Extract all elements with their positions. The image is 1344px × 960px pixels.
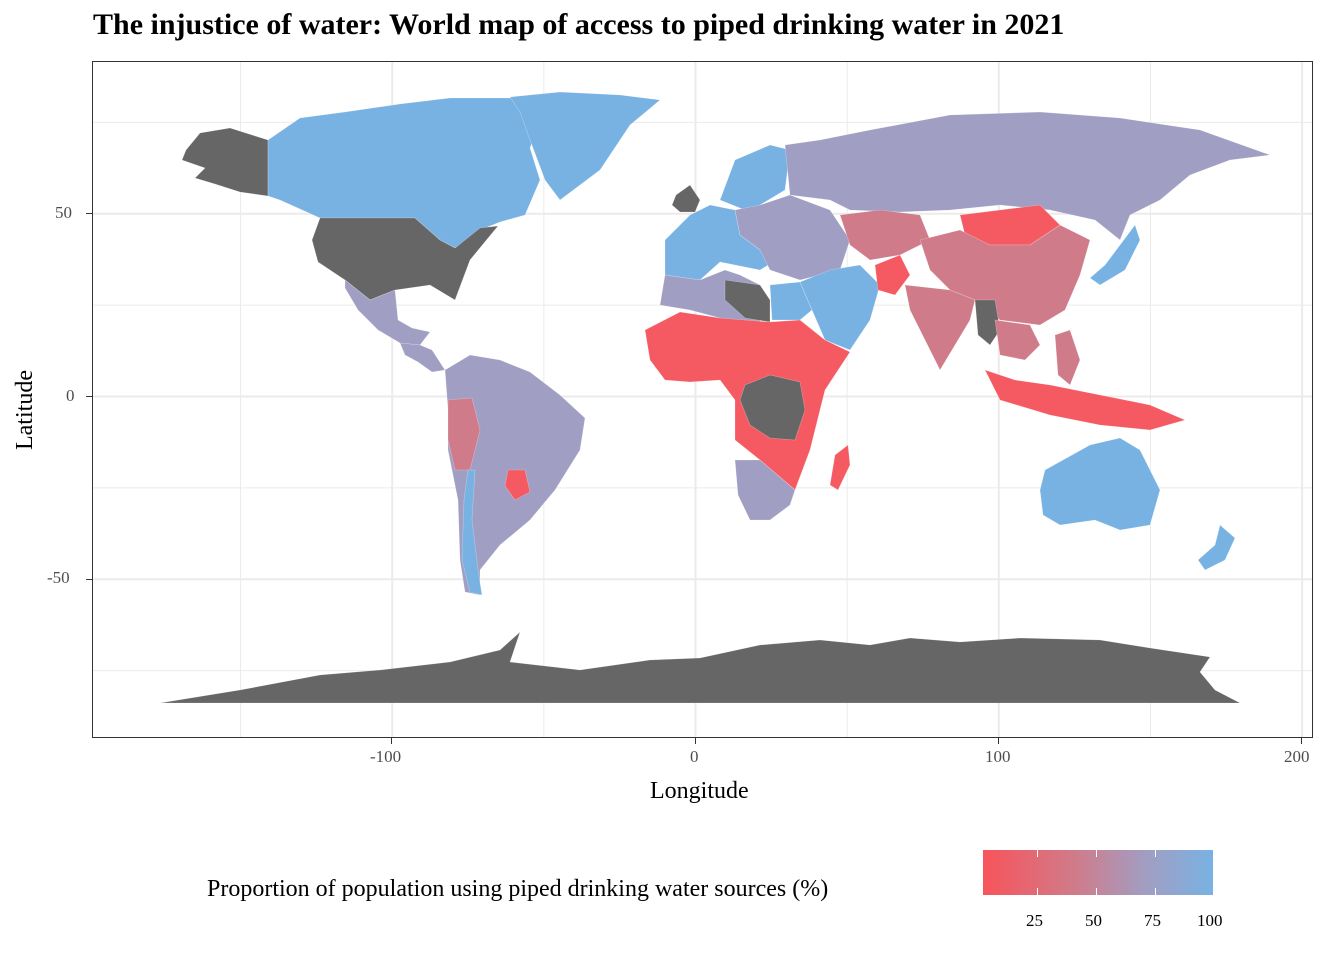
- region-new-zealand: [1197, 524, 1236, 571]
- legend-tick: [1037, 888, 1038, 895]
- x-tick-label-100: 100: [985, 747, 1011, 766]
- legend-colorbar: [983, 850, 1213, 895]
- region-dr-congo: [739, 374, 806, 441]
- world-map: [93, 62, 1312, 737]
- y-tick-label-0: 0: [66, 386, 75, 405]
- legend-tick: [1037, 850, 1038, 857]
- region-indonesia: [984, 369, 1186, 431]
- region-kazakhstan: [839, 209, 931, 261]
- region-chile: [461, 469, 483, 596]
- legend-tick: [1155, 850, 1156, 857]
- region-united-states: [311, 217, 499, 301]
- region-united-kingdom: [671, 184, 701, 213]
- x-tick-mark: [391, 738, 392, 744]
- region-australia: [1039, 437, 1161, 531]
- legend-label-100: 100: [1197, 911, 1223, 930]
- legend-tick: [1096, 850, 1097, 857]
- y-tick-label-neg50: -50: [47, 568, 70, 587]
- region-madagascar: [829, 444, 851, 491]
- region-paraguay: [504, 469, 531, 501]
- x-tick-mark: [1301, 738, 1302, 744]
- region-southern-africa: [734, 459, 796, 521]
- region-japan: [1089, 224, 1141, 286]
- legend-label-50: 50: [1085, 911, 1102, 930]
- y-tick-mark: [86, 396, 92, 397]
- region-arabian-peninsula: [799, 264, 881, 351]
- region-egypt: [769, 281, 813, 321]
- region-southeast-asia: [994, 319, 1041, 361]
- region-india: [904, 284, 976, 371]
- y-tick-mark: [86, 579, 92, 580]
- legend-tick: [1096, 888, 1097, 895]
- x-tick-label-neg100: -100: [370, 747, 402, 766]
- region-myanmar: [974, 299, 1001, 346]
- map-panel: [92, 61, 1313, 738]
- y-tick-mark: [86, 213, 92, 214]
- legend-tick: [1213, 850, 1214, 857]
- legend-tick: [1155, 888, 1156, 895]
- region-greenland: [509, 91, 661, 201]
- y-tick-label-50: 50: [55, 203, 72, 222]
- x-tick-label-200: 200: [1284, 747, 1310, 766]
- region-mexico: [344, 279, 431, 346]
- region-afghanistan: [874, 254, 911, 296]
- land-layer: [159, 91, 1271, 704]
- region-central-america: [399, 342, 446, 373]
- legend-title: Proportion of population using piped dri…: [207, 876, 829, 902]
- x-tick-mark: [695, 738, 696, 744]
- region-alaska: [181, 127, 269, 197]
- x-tick-label-0: 0: [690, 747, 699, 766]
- x-tick-mark: [998, 738, 999, 744]
- region-philippines: [1054, 329, 1081, 386]
- legend-label-25: 25: [1026, 911, 1043, 930]
- legend-label-75: 75: [1144, 911, 1161, 930]
- chart-title: The injustice of water: World map of acc…: [93, 8, 1065, 41]
- x-axis-title: Longitude: [650, 778, 749, 804]
- region-antarctica: [159, 631, 1241, 704]
- region-china: [919, 224, 1091, 326]
- y-axis-title: Latitude: [12, 370, 38, 450]
